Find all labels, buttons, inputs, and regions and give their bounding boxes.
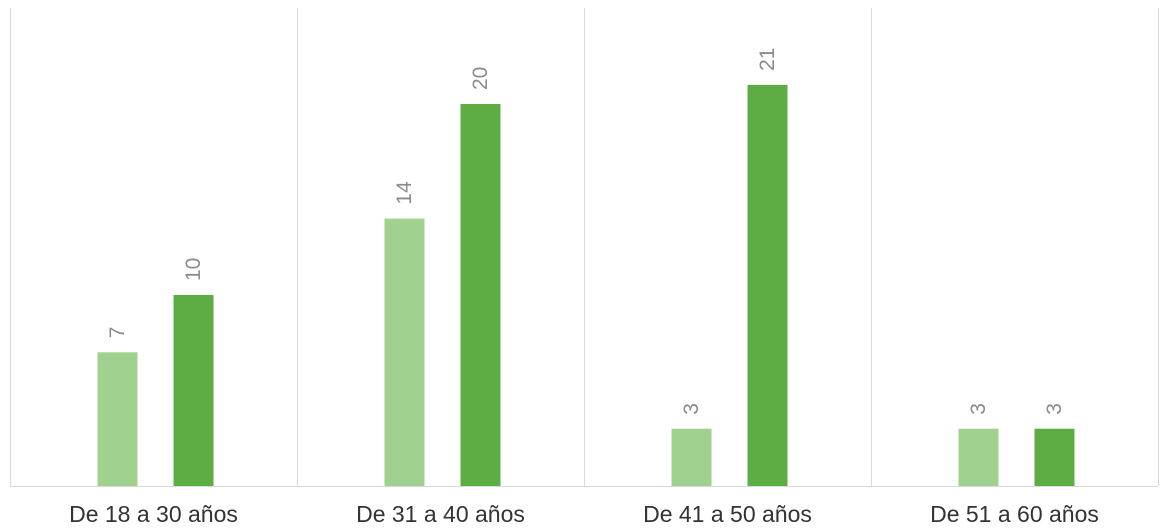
category-label: De 18 a 30 años — [69, 501, 238, 527]
data-label: 3 — [680, 403, 703, 415]
data-label: 21 — [756, 48, 779, 71]
data-label: 20 — [469, 67, 492, 90]
data-label: 3 — [1043, 403, 1066, 415]
bar — [384, 218, 425, 486]
data-label: 3 — [967, 403, 990, 415]
bar — [173, 295, 214, 486]
category-label: De 41 a 50 años — [643, 501, 812, 527]
bar — [671, 428, 712, 486]
bar — [747, 84, 788, 487]
data-label: 14 — [393, 181, 416, 205]
category-label: De 51 a 60 años — [930, 501, 1099, 527]
category-label: De 31 a 40 años — [356, 501, 525, 527]
data-label: 10 — [182, 258, 205, 281]
data-label: 7 — [106, 327, 129, 339]
bar — [97, 352, 138, 486]
bar — [958, 428, 999, 486]
bar — [1034, 428, 1075, 486]
bar — [460, 104, 501, 486]
